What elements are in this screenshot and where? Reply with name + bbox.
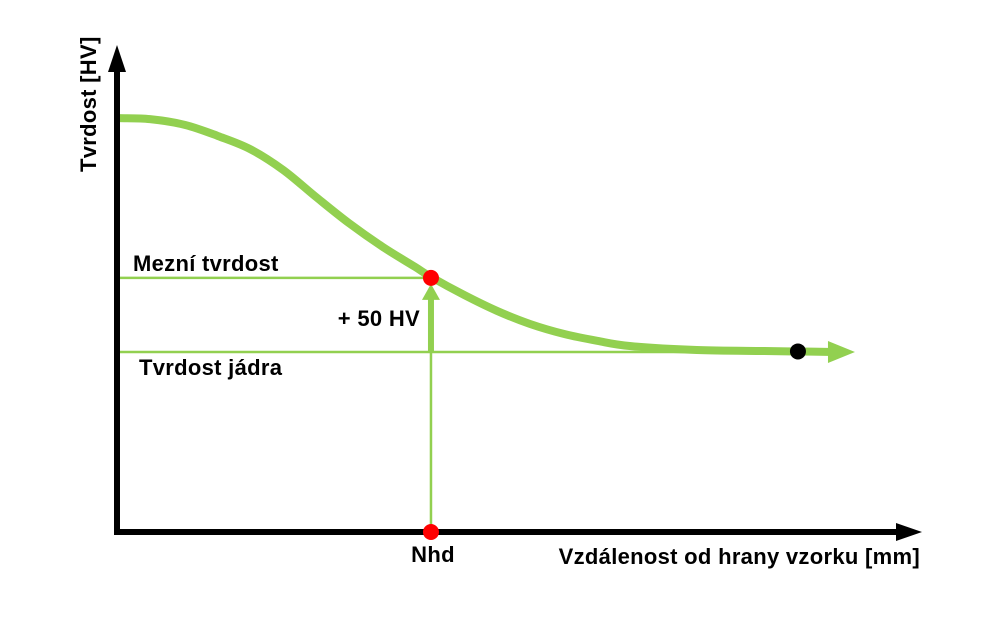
plus-50-hv-label: + 50 HV [338,306,420,331]
core-hardness-label: Tvrdost jádra [139,355,283,380]
hardness-curve [114,114,838,356]
core-hardness-point [789,343,806,360]
nhd-label: Nhd [411,542,455,567]
x-axis-arrow-right-icon [896,523,922,541]
y-axis-label: Tvrdost [HV] [76,36,101,172]
delta-arrow-up-icon [421,283,440,300]
reference-levels [117,276,843,354]
x-axis-label: Vzdálenost od hrany vzorku [mm] [559,544,920,569]
nhd-indicator [421,283,440,532]
x-axis [114,523,922,541]
y-axis [108,45,126,534]
data-markers [422,269,806,540]
nhd-axis-point [422,524,439,540]
hardness-curve-group [114,114,855,363]
nhd-curve-point [422,269,439,286]
curve-arrow-right-icon [827,340,855,363]
limit-hardness-label: Mezní tvrdost [133,251,279,276]
y-axis-arrow-up-icon [108,45,126,72]
